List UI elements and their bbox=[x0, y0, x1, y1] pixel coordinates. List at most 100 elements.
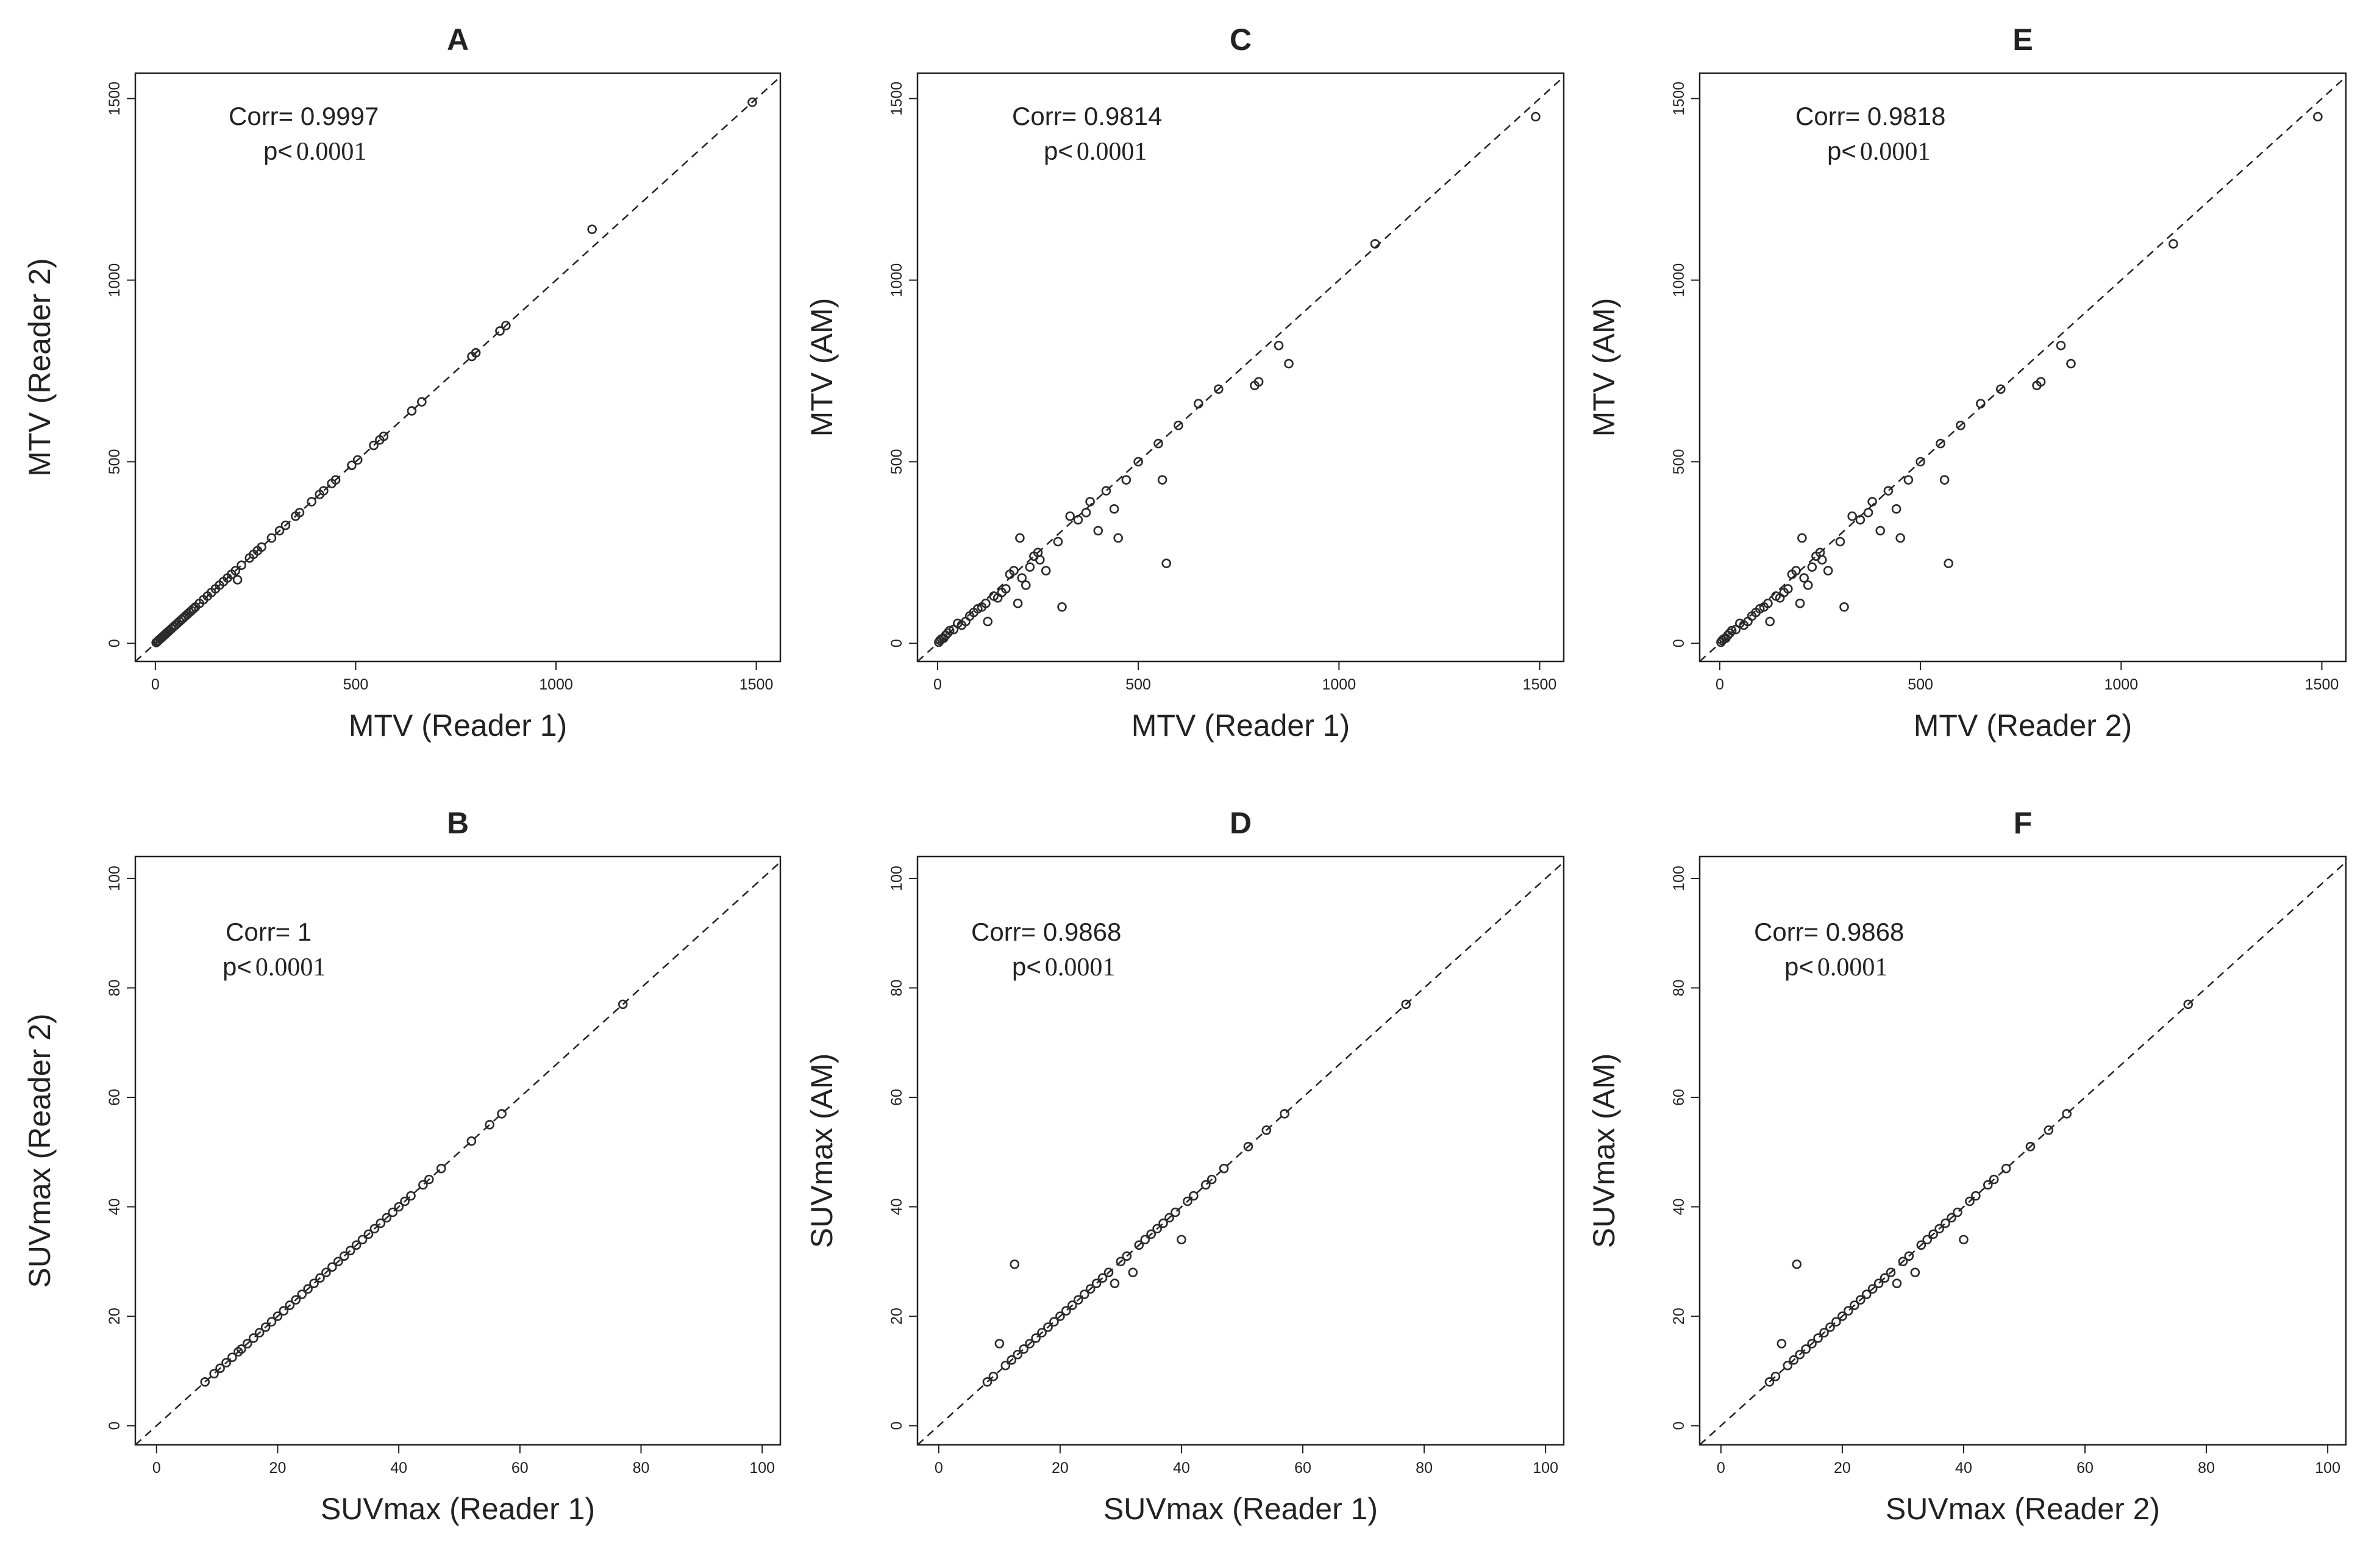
data-point bbox=[1795, 1350, 1805, 1360]
corr-annotation: Corr= 0.9814 bbox=[1012, 102, 1162, 130]
data-point bbox=[2056, 340, 2066, 351]
plot-frame bbox=[134, 72, 782, 663]
plot-frame bbox=[1698, 855, 2347, 1446]
data-point bbox=[1055, 1311, 1065, 1321]
y-tick-label: 100 bbox=[106, 866, 123, 891]
identity-line bbox=[917, 76, 1564, 662]
data-point bbox=[1000, 1361, 1011, 1370]
data-point bbox=[407, 406, 417, 416]
data-point bbox=[1133, 457, 1143, 467]
y-axis-label: MTV (AM) bbox=[1587, 298, 1621, 437]
data-point bbox=[1219, 1163, 1229, 1174]
data-point bbox=[981, 598, 991, 608]
data-point bbox=[1819, 1328, 1829, 1338]
x-tick-label: 0 bbox=[1717, 1459, 1725, 1477]
data-point bbox=[1916, 1240, 1926, 1250]
data-point bbox=[1965, 1196, 1975, 1206]
data-point bbox=[2044, 1125, 2054, 1135]
data-point bbox=[1370, 239, 1380, 249]
data-point bbox=[294, 507, 305, 518]
plot-frame bbox=[134, 855, 782, 1446]
data-point bbox=[1863, 507, 1873, 518]
y-tick-label: 80 bbox=[106, 980, 123, 997]
data-point bbox=[273, 1311, 283, 1321]
y-tick-label: 80 bbox=[1670, 980, 1687, 997]
data-point bbox=[200, 1377, 210, 1387]
p-annotation: p< 0.0001 bbox=[263, 137, 366, 166]
data-point bbox=[1065, 511, 1075, 521]
data-point bbox=[497, 1109, 507, 1119]
data-point bbox=[1021, 580, 1031, 590]
data-point bbox=[1134, 1240, 1144, 1250]
data-point bbox=[2066, 358, 2076, 369]
y-tick-label: 0 bbox=[1670, 639, 1687, 647]
data-point bbox=[1213, 384, 1224, 394]
x-tick-label: 100 bbox=[749, 1459, 775, 1477]
data-point bbox=[330, 475, 341, 485]
data-point bbox=[315, 1273, 325, 1283]
data-point bbox=[1891, 504, 1901, 514]
x-tick-label: 500 bbox=[1125, 676, 1151, 693]
data-point bbox=[1807, 1339, 1817, 1349]
data-point bbox=[485, 1120, 494, 1130]
data-point bbox=[1910, 1267, 1920, 1278]
data-point bbox=[1903, 475, 1914, 485]
data-point bbox=[257, 542, 266, 552]
data-point bbox=[1799, 573, 1809, 583]
data-point bbox=[1101, 486, 1111, 496]
x-tick-label: 80 bbox=[633, 1459, 650, 1477]
data-point bbox=[1253, 377, 1264, 387]
y-axis-label: SUVmax (AM) bbox=[1587, 1053, 1621, 1248]
data-point bbox=[1892, 1278, 1902, 1288]
data-point bbox=[1791, 566, 1801, 576]
data-point bbox=[1049, 1317, 1059, 1327]
x-tick-label: 1000 bbox=[539, 676, 573, 693]
data-point bbox=[1401, 999, 1411, 1010]
data-point bbox=[376, 1218, 386, 1228]
data-point bbox=[1043, 1322, 1053, 1332]
data-point bbox=[1081, 507, 1091, 518]
data-point bbox=[319, 486, 329, 496]
data-point bbox=[1947, 1213, 1956, 1223]
y-tick-label: 100 bbox=[1670, 866, 1687, 891]
data-point bbox=[1895, 533, 1905, 543]
data-point bbox=[1085, 1284, 1096, 1294]
data-point bbox=[1956, 421, 1965, 430]
data-point bbox=[1177, 1235, 1186, 1245]
data-point bbox=[1013, 1350, 1023, 1360]
data-point bbox=[285, 1300, 295, 1310]
data-point bbox=[1795, 598, 1805, 608]
p-annotation: p< 0.0001 bbox=[1784, 952, 1887, 982]
data-point bbox=[1976, 399, 1986, 408]
corr-annotation: Corr= 1 bbox=[226, 918, 312, 946]
data-point bbox=[417, 397, 427, 407]
data-point bbox=[1261, 1125, 1272, 1135]
data-point bbox=[1875, 526, 1886, 536]
data-point bbox=[1844, 1306, 1853, 1316]
x-tick-label: 0 bbox=[151, 676, 160, 693]
data-point bbox=[1200, 1180, 1211, 1190]
x-axis-label: MTV (Reader 2) bbox=[1914, 708, 2132, 743]
data-point bbox=[242, 1339, 252, 1349]
data-point bbox=[345, 1245, 355, 1256]
data-point bbox=[1025, 562, 1035, 572]
corr-annotation: Corr= 0.9997 bbox=[229, 102, 379, 130]
data-point bbox=[1280, 1109, 1289, 1119]
data-point bbox=[1157, 475, 1167, 485]
data-point bbox=[1831, 1317, 1841, 1327]
data-point bbox=[1850, 1300, 1859, 1310]
corr-annotation: Corr= 0.9818 bbox=[1795, 102, 1945, 130]
data-point bbox=[339, 1251, 349, 1261]
data-point bbox=[1153, 438, 1163, 449]
data-point bbox=[1189, 1191, 1199, 1201]
y-tick-label: 40 bbox=[106, 1199, 123, 1216]
y-tick-label: 60 bbox=[1670, 1089, 1687, 1106]
p-annotation: p< 0.0001 bbox=[1044, 137, 1147, 166]
data-point bbox=[982, 1377, 992, 1387]
y-tick-label: 40 bbox=[1670, 1199, 1687, 1216]
data-point bbox=[237, 560, 246, 570]
data-point bbox=[1797, 533, 1807, 543]
y-tick-label: 1500 bbox=[1670, 82, 1687, 116]
data-point bbox=[1017, 573, 1027, 583]
data-point bbox=[1770, 1371, 1781, 1381]
